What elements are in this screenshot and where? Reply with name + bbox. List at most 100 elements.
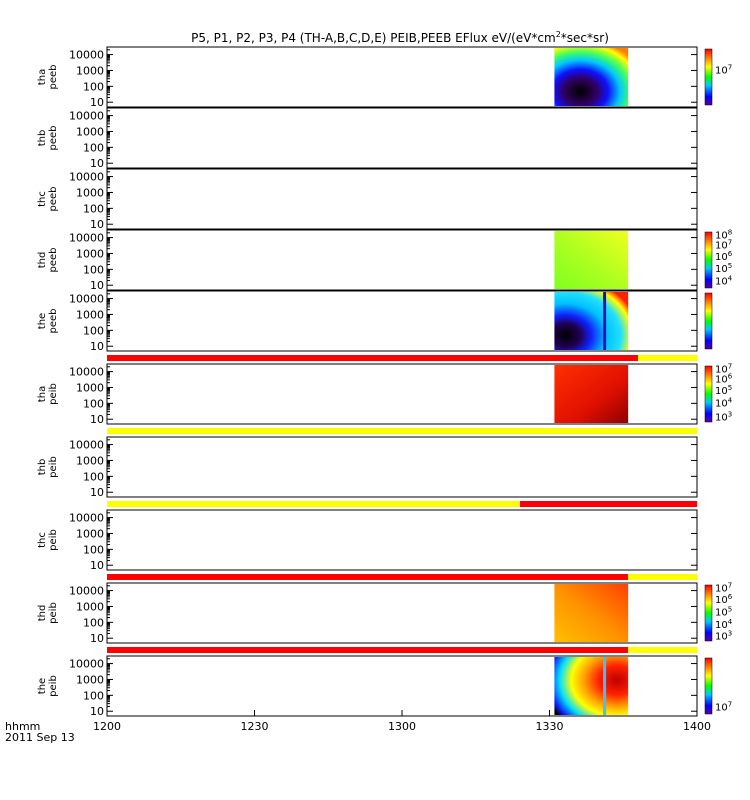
panel-label-thd-peib: thdpeib — [37, 602, 59, 624]
panel-frame-thc-peeb — [106, 168, 698, 230]
panel-label-line1: the — [37, 678, 48, 694]
x-tick-label-2: 1300 — [388, 720, 416, 733]
panel-the-peib: 10 100 1000 10000 thepeib 107 — [37, 655, 732, 718]
y-tick-label-2: 1000 — [76, 454, 104, 467]
panel-label-line1: thb — [37, 459, 48, 476]
y-tick-label-3: 10000 — [69, 658, 104, 671]
y-tick-label-0: 10 — [90, 413, 104, 426]
y-tick-label-0: 10 — [90, 279, 104, 292]
y-tick-label-3: 10000 — [69, 110, 104, 123]
y-tick-label-3: 10000 — [69, 171, 104, 184]
colorbar-thd-peeb — [704, 231, 713, 289]
y-tick-label-0: 10 — [90, 340, 104, 353]
panel-label-line2: peeb — [48, 65, 59, 90]
y-tick-label-1: 100 — [83, 80, 104, 93]
spectrogram-thd-peeb — [554, 231, 629, 289]
panel-label-thb-peib: thbpeib — [37, 456, 59, 478]
panel-thb-peib: 10 100 1000 10000 thbpeib — [37, 436, 698, 499]
panel-label-tha-peib: thapeib — [37, 383, 59, 405]
y-tick-label-1: 100 — [83, 141, 104, 154]
time-format-label: hhmm — [5, 720, 40, 733]
panel-label-line2: peib — [48, 456, 59, 478]
y-tick-label-0: 10 — [90, 157, 104, 170]
panel-label-line2: peeb — [48, 309, 59, 334]
y-tick-label-2: 1000 — [76, 186, 104, 199]
spectrogram-thd-peib — [554, 584, 629, 642]
y-tick-label-1: 100 — [83, 616, 104, 629]
panel-frame-thb-peib — [106, 436, 698, 498]
y-tick-label-3: 10000 — [69, 439, 104, 452]
panel-label-line1: thb — [37, 130, 48, 147]
panel-label-line2: peeb — [48, 126, 59, 151]
divider-bar-the-peib — [107, 647, 697, 653]
spectrogram-the-peeb — [554, 292, 629, 350]
x-tick-label-0: 1200 — [93, 720, 121, 733]
panel-label-thc-peib: thcpeib — [37, 529, 59, 551]
panel-label-line2: peib — [48, 529, 59, 551]
y-tick-label-1: 100 — [83, 543, 104, 556]
divider-segment-0 — [107, 355, 638, 361]
y-tick-label-2: 1000 — [76, 64, 104, 77]
panel-label-the-peeb: thepeeb — [37, 309, 59, 334]
panel-label-line1: thc — [37, 191, 48, 207]
panel-label-thb-peeb: thbpeeb — [37, 126, 59, 151]
divider-segment-0 — [107, 428, 697, 434]
panel-label-line1: tha — [37, 69, 48, 85]
colorbar-label-4: 103 — [715, 630, 732, 643]
panel-label-line1: thd — [37, 252, 48, 269]
date-label: 2011 Sep 13 — [5, 731, 75, 744]
panel-label-the-peib: thepeib — [37, 675, 59, 697]
panel-label-line2: peib — [48, 602, 59, 624]
divider-segment-0 — [107, 647, 629, 653]
divider-bar-thd-peib — [107, 574, 697, 580]
y-tick-label-1: 100 — [83, 263, 104, 276]
y-tick-label-2: 1000 — [76, 527, 104, 540]
panel-frame-thc-peib — [106, 509, 698, 571]
colorbar-label-2: 105 — [715, 384, 732, 397]
divider-segment-1 — [628, 574, 697, 580]
colorbar-tha-peeb — [704, 48, 713, 106]
y-tick-label-2: 1000 — [76, 381, 104, 394]
colorbar-label-3: 104 — [715, 618, 733, 631]
y-tick-label-3: 10000 — [69, 585, 104, 598]
panel-label-line1: tha — [37, 386, 48, 402]
y-tick-label-3: 10000 — [69, 49, 104, 62]
colorbar-label-2: 105 — [715, 605, 732, 618]
divider-segment-0 — [107, 574, 629, 580]
colorbar-the-peib — [704, 657, 713, 715]
colorbar-label-0: 107 — [715, 700, 732, 713]
panel-thc-peeb: 10 100 1000 10000 thcpeeb — [37, 168, 698, 231]
panel-label-thc-peeb: thcpeeb — [37, 187, 59, 212]
panel-the-peeb: 10 100 1000 10000 thepeeb — [37, 290, 713, 353]
spike-the-peeb — [603, 292, 607, 350]
spike-the-peib — [603, 657, 607, 715]
y-tick-label-0: 10 — [90, 559, 104, 572]
y-tick-label-0: 10 — [90, 632, 104, 645]
divider-bar-thc-peib — [107, 501, 697, 507]
y-tick-label-1: 100 — [83, 202, 104, 215]
colorbar-label-0: 108 — [715, 228, 732, 241]
colorbar-the-peeb — [704, 292, 713, 350]
panel-thc-peib: 10 100 1000 10000 thcpeib — [37, 509, 698, 572]
divider-bar-tha-peib — [107, 355, 697, 361]
divider-segment-0 — [107, 501, 520, 507]
y-tick-label-3: 10000 — [69, 512, 104, 525]
divider-segment-1 — [520, 501, 697, 507]
panel-label-line2: peib — [48, 383, 59, 405]
x-tick-label-1: 1230 — [241, 720, 269, 733]
panel-label-line2: peeb — [48, 248, 59, 273]
colorbar-label-3: 104 — [715, 397, 733, 410]
panel-tha-peeb: 10 100 1000 10000 thapeeb 107 — [37, 46, 732, 109]
panel-thb-peeb: 10 100 1000 10000 thbpeeb — [37, 107, 698, 170]
y-tick-label-2: 1000 — [76, 125, 104, 138]
colorbar-label-1: 107 — [715, 238, 732, 251]
panel-label-line1: thd — [37, 605, 48, 622]
y-tick-label-0: 10 — [90, 486, 104, 499]
y-tick-label-1: 100 — [83, 397, 104, 410]
divider-segment-1 — [628, 647, 697, 653]
colorbar-label-0: 107 — [715, 63, 732, 76]
